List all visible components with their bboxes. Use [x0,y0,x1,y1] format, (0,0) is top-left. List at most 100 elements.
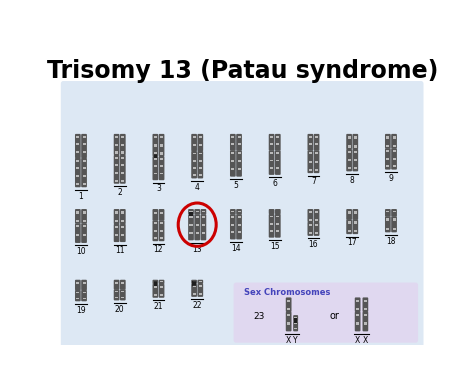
FancyBboxPatch shape [201,214,206,240]
FancyBboxPatch shape [275,209,281,214]
Bar [199,286,202,287]
Bar [347,136,351,139]
Bar [154,211,157,214]
FancyBboxPatch shape [198,280,203,284]
Bar [82,168,86,170]
FancyBboxPatch shape [75,209,81,223]
Text: 8: 8 [350,176,355,185]
FancyBboxPatch shape [159,220,164,241]
Bar [82,292,86,293]
Bar [192,175,196,176]
Bar [202,232,205,234]
FancyBboxPatch shape [314,134,319,151]
Bar [276,167,279,169]
Bar [154,237,157,239]
Bar [199,293,202,295]
Bar [82,175,86,177]
Bar [160,230,163,232]
Text: 5: 5 [234,181,238,190]
Bar [294,317,297,318]
Bar [121,291,124,292]
FancyBboxPatch shape [81,223,87,243]
Bar [276,144,279,146]
Bar [76,136,80,138]
Bar [276,230,279,232]
Bar [202,216,205,218]
Bar [82,220,86,222]
Bar [199,144,202,146]
FancyBboxPatch shape [353,220,358,234]
Bar [160,158,163,159]
Bar [160,281,163,282]
FancyBboxPatch shape [191,280,197,284]
Bar [237,152,241,154]
Bar [154,281,157,286]
Bar [76,292,80,293]
Bar [356,300,359,302]
Bar [121,164,124,166]
Bar [354,145,357,147]
Bar [287,322,290,325]
Bar [82,225,86,227]
Text: 10: 10 [76,247,86,256]
FancyBboxPatch shape [81,209,87,223]
Text: 12: 12 [154,246,163,255]
Bar [309,152,312,154]
Bar [115,211,118,214]
Bar [196,224,199,226]
Bar [276,152,279,154]
Bar [76,282,80,284]
FancyBboxPatch shape [314,151,319,173]
Bar [276,136,279,138]
FancyBboxPatch shape [120,155,126,184]
Bar [154,136,157,139]
Bar [121,234,124,236]
FancyBboxPatch shape [346,149,352,171]
Bar [192,144,196,146]
FancyBboxPatch shape [114,155,119,184]
FancyBboxPatch shape [153,156,158,180]
Bar [82,144,86,146]
Bar [82,151,86,153]
Text: 3: 3 [156,184,161,194]
Bar [364,322,367,325]
Text: X: X [286,336,292,345]
Bar [315,223,318,226]
Bar [294,319,297,323]
Bar [192,136,196,138]
Bar [356,314,359,316]
FancyBboxPatch shape [355,298,361,312]
Bar [154,281,157,282]
Bar [82,298,86,299]
FancyBboxPatch shape [81,134,87,158]
FancyBboxPatch shape [236,214,242,239]
Bar [199,167,202,169]
Bar [160,222,163,224]
Bar [231,216,235,218]
FancyBboxPatch shape [286,312,292,331]
FancyBboxPatch shape [308,151,313,173]
Bar [309,232,312,234]
Bar [76,220,80,222]
Bar [347,230,351,232]
Bar [347,151,351,153]
Bar [192,281,196,282]
FancyBboxPatch shape [308,134,313,151]
FancyBboxPatch shape [194,209,200,215]
Bar [309,169,312,171]
Bar [76,211,80,214]
Bar [315,144,318,146]
Bar [270,159,273,161]
FancyBboxPatch shape [159,280,164,284]
FancyBboxPatch shape [293,321,298,331]
Text: Trisomy 13 (Patau syndrome): Trisomy 13 (Patau syndrome) [47,59,438,83]
Bar [121,282,124,284]
FancyBboxPatch shape [308,209,313,222]
Bar [190,216,192,218]
FancyBboxPatch shape [353,149,358,171]
Bar [315,136,318,138]
Bar [115,297,118,298]
Bar [315,161,318,163]
Bar [237,231,241,233]
Bar [199,281,202,282]
